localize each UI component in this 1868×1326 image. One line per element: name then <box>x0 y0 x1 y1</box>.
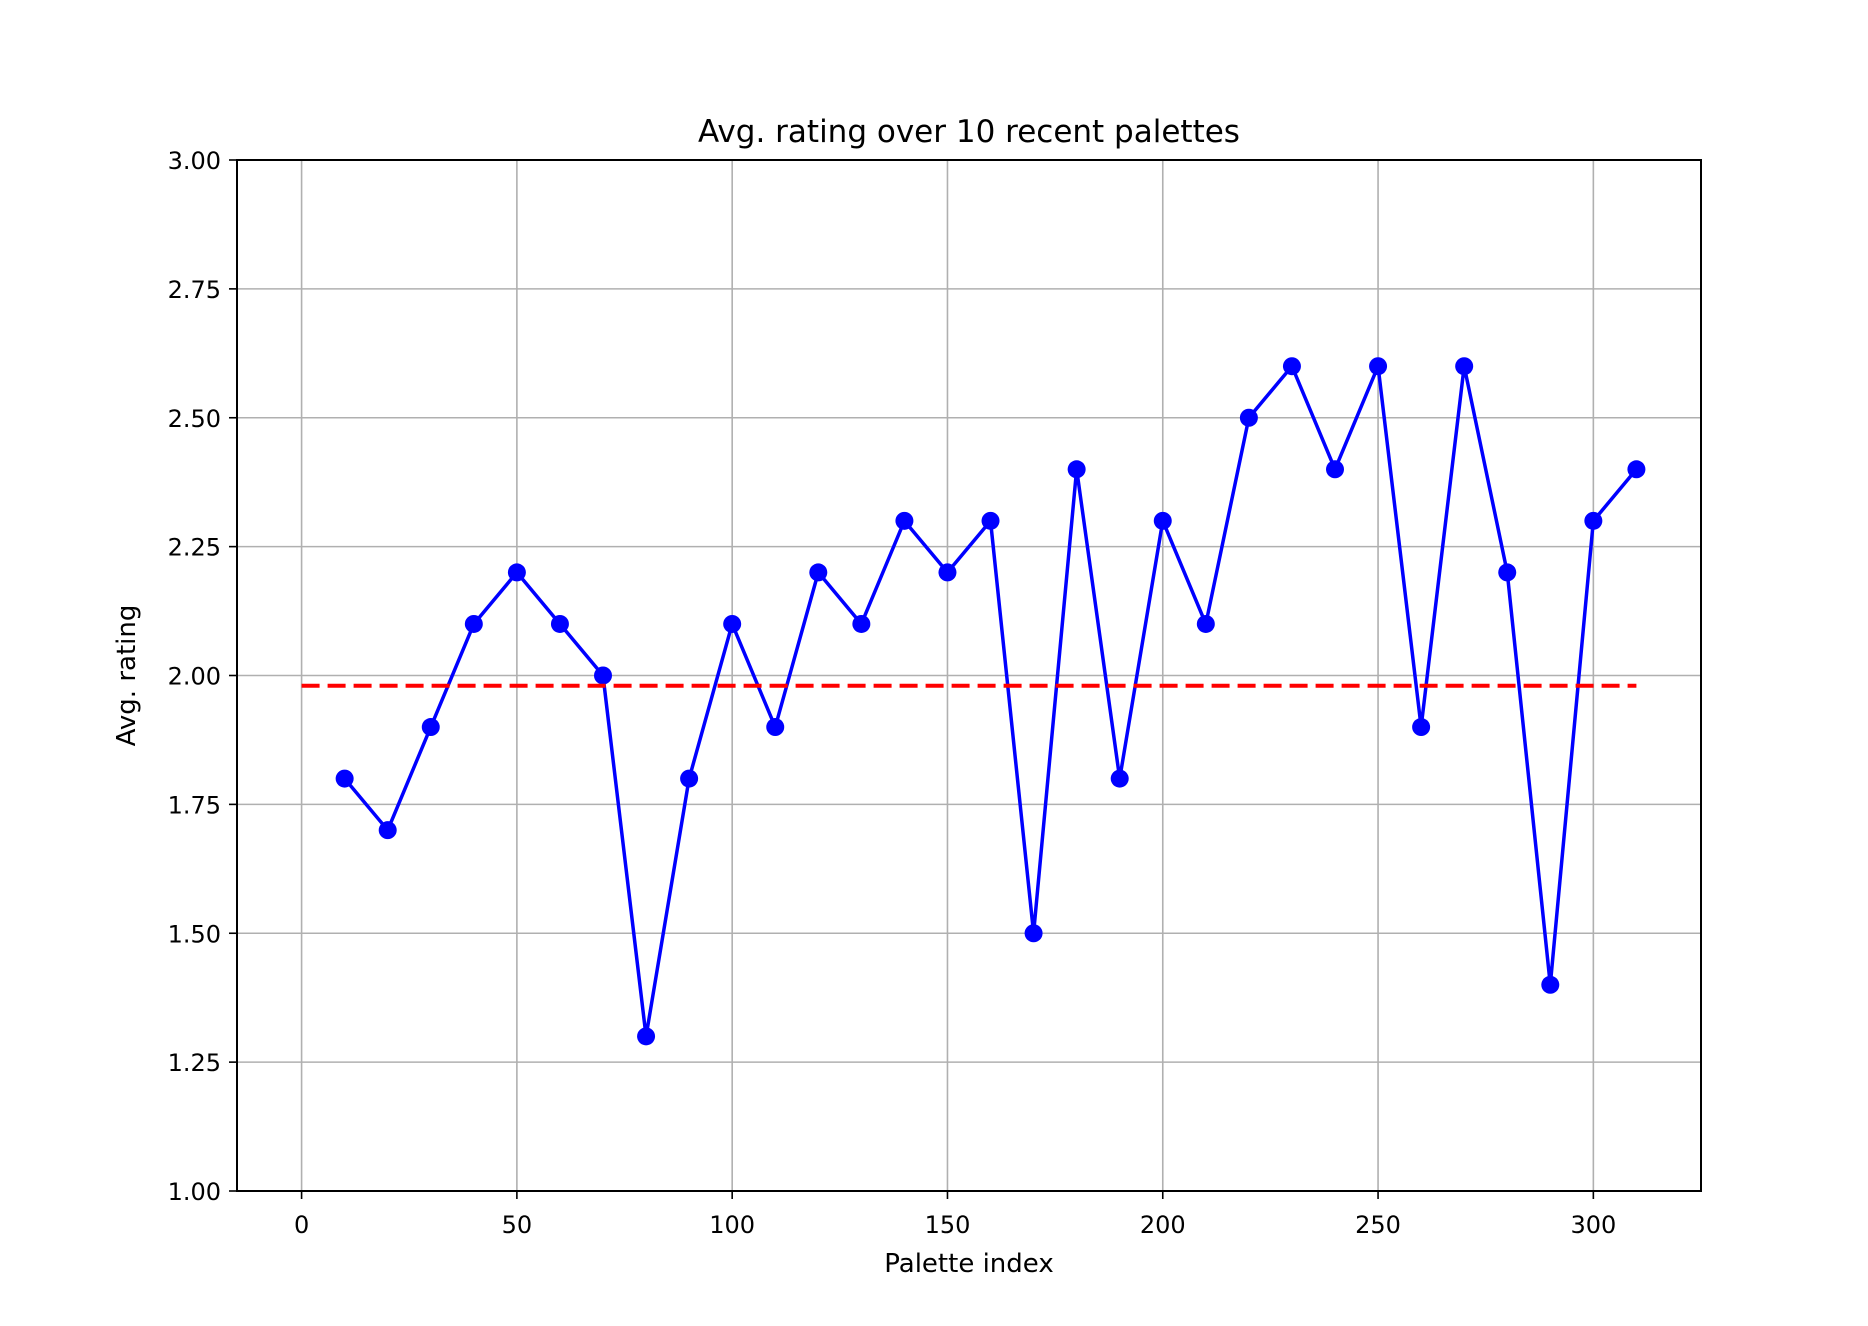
data-point <box>1584 511 1603 530</box>
y-tick-label: 2.75 <box>168 276 221 304</box>
chart-title: Avg. rating over 10 recent palettes <box>698 114 1240 150</box>
y-tick-label: 2.50 <box>168 405 221 433</box>
data-point <box>378 821 397 840</box>
plot-area-frame <box>236 159 1702 1192</box>
data-point <box>1369 357 1388 376</box>
data-point <box>1412 718 1431 737</box>
data-point <box>680 769 699 788</box>
data-point <box>1541 975 1560 994</box>
y-tick-label: 1.00 <box>168 1178 221 1206</box>
x-axis-ticks: 0 50 100 150 200 250 300 <box>294 1191 1616 1239</box>
data-point <box>464 614 483 633</box>
data-point <box>1498 563 1517 582</box>
x-tick-label: 0 <box>294 1211 309 1239</box>
data-point <box>335 769 354 788</box>
data-point <box>723 614 742 633</box>
data-point <box>594 666 612 685</box>
x-tick-label: 200 <box>1140 1211 1186 1239</box>
data-point <box>1282 357 1301 376</box>
data-point <box>1024 924 1043 943</box>
data-point <box>1067 460 1086 479</box>
data-point <box>637 1027 656 1046</box>
x-axis-label: Palette index <box>884 1249 1053 1279</box>
data-point <box>1196 614 1215 633</box>
y-axis-label: Avg. rating <box>112 605 142 747</box>
data-point <box>981 511 1000 530</box>
x-tick-label: 100 <box>709 1211 755 1239</box>
data-point <box>550 614 569 633</box>
data-point <box>1110 769 1129 788</box>
data-point <box>1455 357 1474 376</box>
y-tick-label: 1.50 <box>168 920 221 948</box>
data-series <box>301 357 1646 1046</box>
data-point <box>766 718 785 737</box>
y-tick-label: 2.25 <box>168 534 221 562</box>
y-tick-label: 2.00 <box>168 663 221 691</box>
data-point <box>852 614 871 633</box>
data-point <box>507 563 526 582</box>
y-tick-label: 1.25 <box>168 1049 221 1077</box>
data-point <box>421 718 440 737</box>
x-tick-label: 250 <box>1355 1211 1401 1239</box>
y-axis-ticks: 1.00 1.25 1.50 1.75 2.00 2.25 2.50 2.75 3.00 <box>168 147 237 1206</box>
y-tick-label: 3.00 <box>168 147 221 175</box>
data-point <box>1153 511 1172 530</box>
y-tick-label: 1.75 <box>168 791 221 819</box>
data-point <box>895 511 914 530</box>
data-point <box>938 563 957 582</box>
x-tick-label: 300 <box>1570 1211 1616 1239</box>
data-point <box>809 563 828 582</box>
data-point <box>1239 408 1258 427</box>
x-tick-label: 50 <box>502 1211 533 1239</box>
data-point <box>1627 460 1646 479</box>
data-point <box>1326 460 1344 479</box>
x-tick-label: 150 <box>925 1211 971 1239</box>
